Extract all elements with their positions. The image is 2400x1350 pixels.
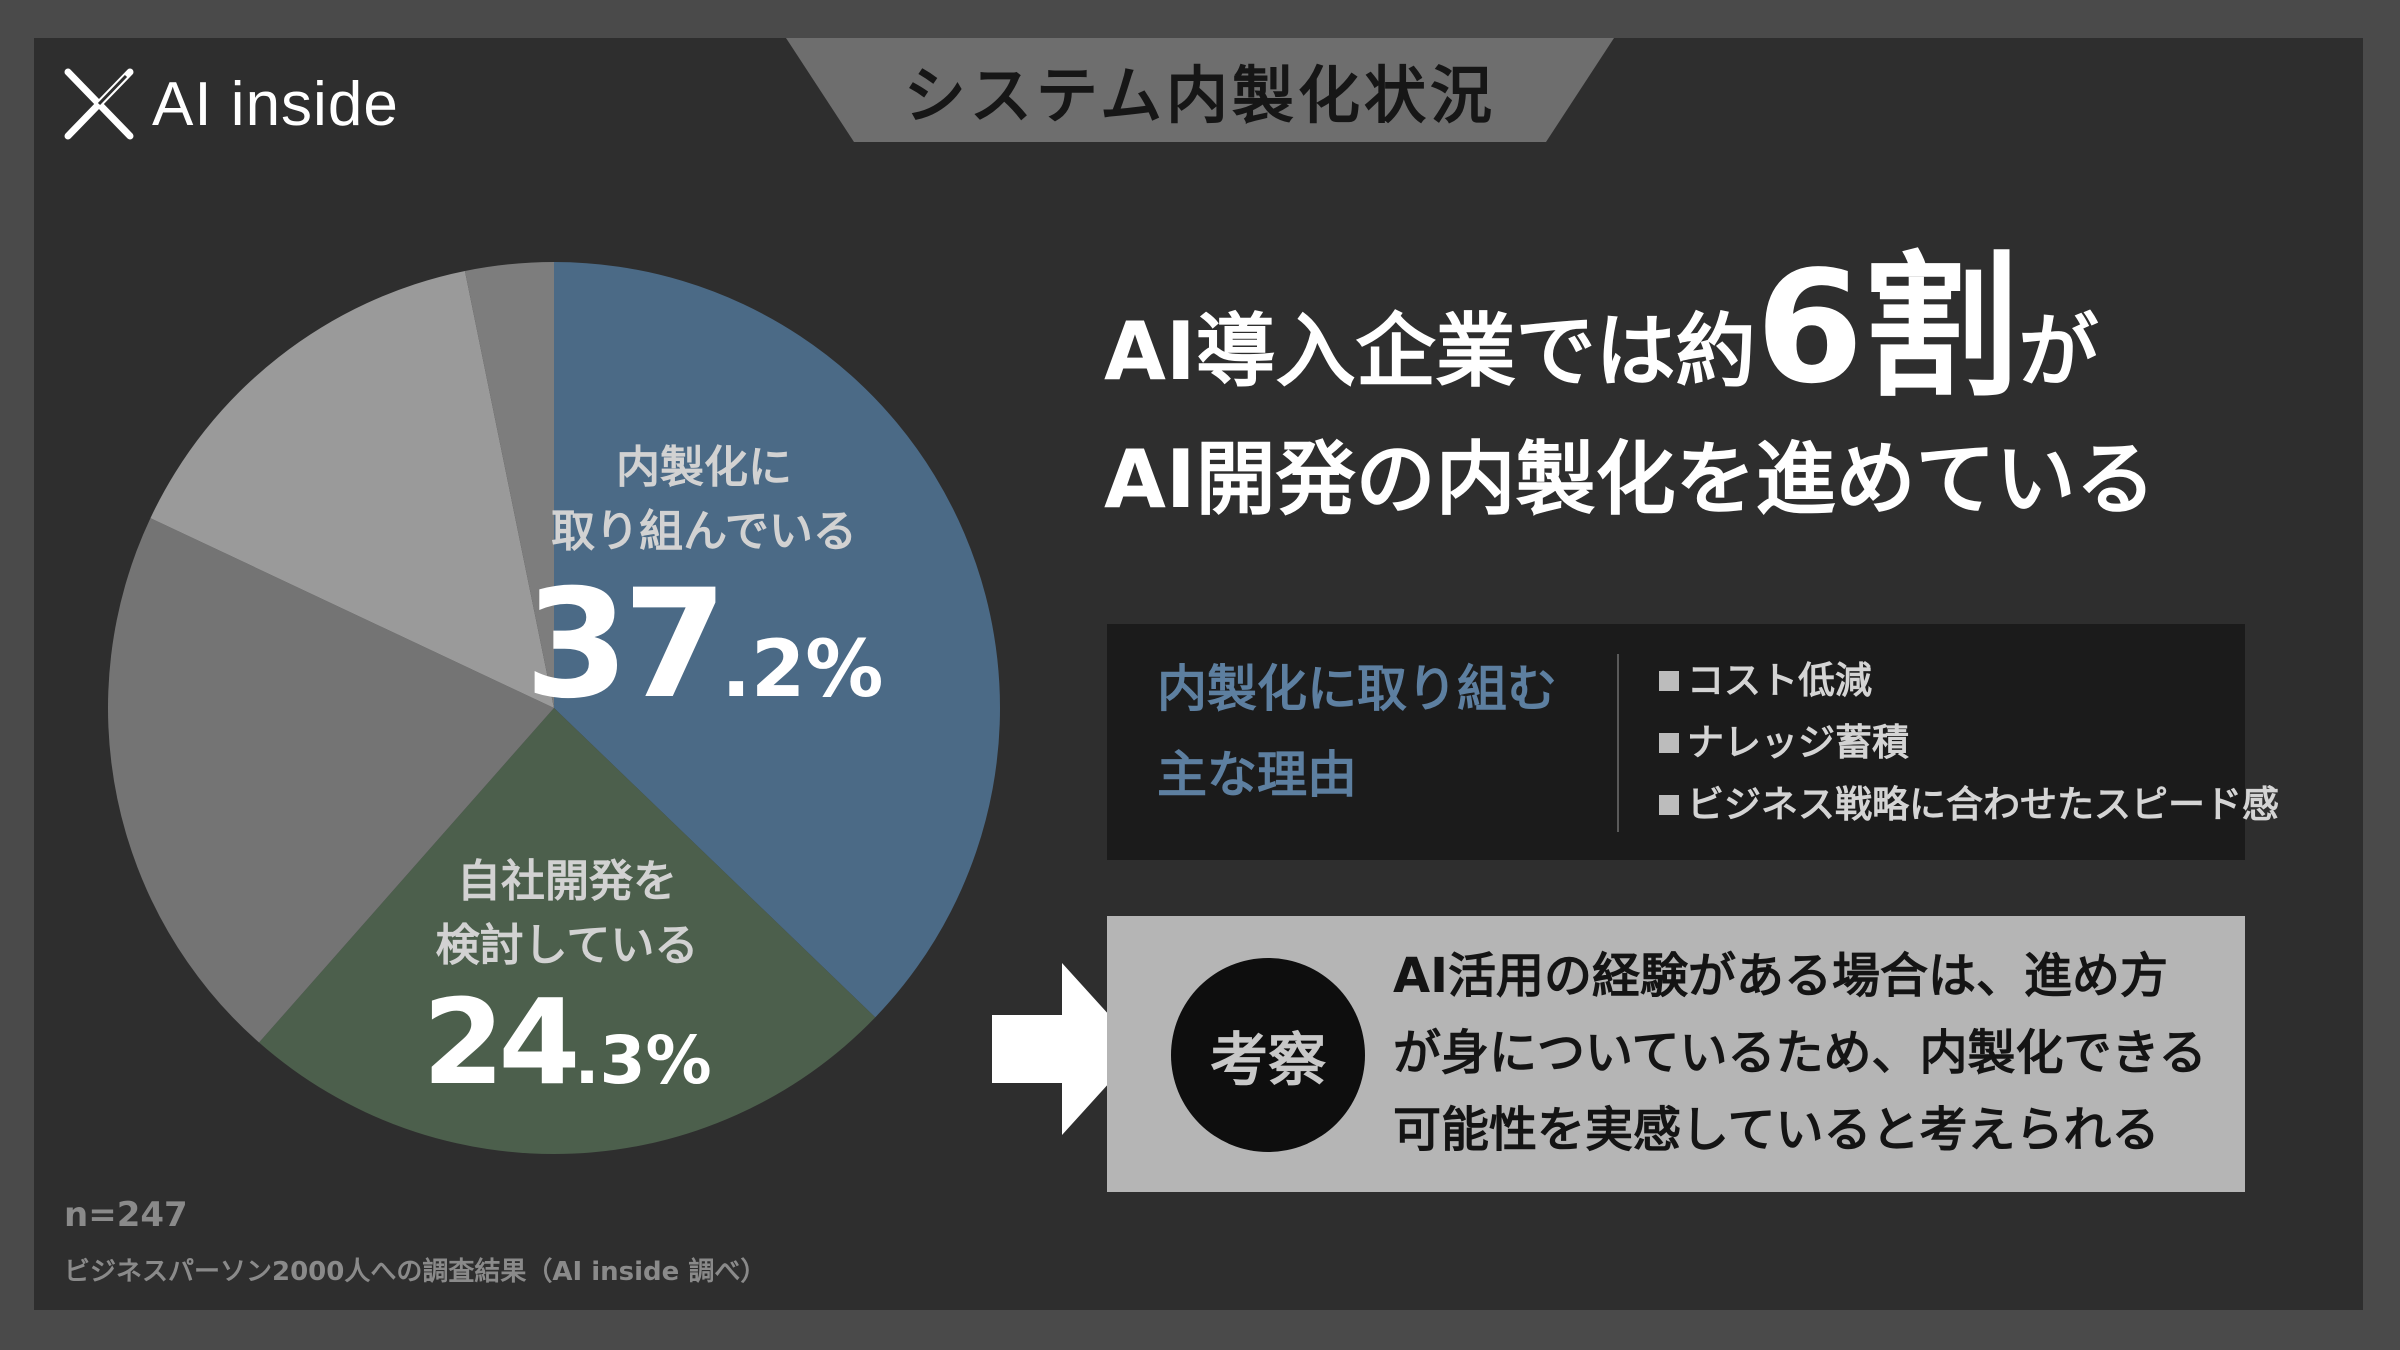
- insight-box: 考察 AI活用の経験がある場合は、進め方 が身についているため、内製化できる 可…: [1107, 916, 2245, 1192]
- slice-label-considering-line2: 検討している: [435, 920, 699, 971]
- x-mark-icon: [64, 68, 134, 140]
- reasons-box: 内製化に取り組む 主な理由 コスト低減 ナレッジ蓄積 ビジネス戦略に合わせたスピ…: [1107, 624, 2279, 860]
- slice-value-inhouse-small: .2%: [721, 625, 884, 715]
- pie-slice-5: [464, 262, 554, 708]
- insight-line: 可能性を実感していると考えられる: [1393, 1102, 2160, 1158]
- reasons-list: コスト低減 ナレッジ蓄積 ビジネス戦略に合わせたスピード感: [1659, 650, 2279, 836]
- slice-value-inhouse: 37.2%: [484, 558, 924, 732]
- headline-line2: AI開発の内製化を進めている: [1104, 433, 2156, 526]
- right-arrow-icon: [992, 963, 1140, 1135]
- slice-label-considering: 自社開発を 検討している: [347, 850, 787, 978]
- title-tab-shape: [786, 38, 1614, 142]
- reason-item: ナレッジ蓄積: [1659, 712, 2279, 774]
- brand-logo: AI inside: [64, 63, 399, 145]
- reasons-title: 内製化に取り組む 主な理由: [1157, 646, 1557, 818]
- slice-label-inhouse-line2: 取り組んでいる: [551, 506, 857, 557]
- divider: [1617, 654, 1619, 832]
- slide: AI inside システム内製化状況 内製化に 取り組んでいる 37.2% 自…: [34, 38, 2363, 1310]
- square-bullet-icon: [1659, 733, 1679, 753]
- title-tab: システム内製化状況: [786, 38, 1614, 150]
- reasons-title-line2: 主な理由: [1157, 746, 1357, 804]
- insight-line: AI活用の経験がある場合は、進め方: [1393, 948, 2169, 1004]
- reasons-title-line1: 内製化に取り組む: [1157, 660, 1557, 718]
- pie-slice-4: [150, 270, 554, 708]
- sample-size: n=247: [64, 1195, 188, 1235]
- reason-item: コスト低減: [1659, 650, 2279, 712]
- pie-chart: [107, 262, 1001, 1154]
- slice-value-inhouse-main: 37: [524, 558, 728, 732]
- headline-prefix: AI導入企業では約: [1104, 305, 1756, 398]
- reason-item-text: ビジネス戦略に合わせたスピード感: [1687, 783, 2279, 826]
- reason-item-text: コスト低減: [1687, 659, 1872, 702]
- headline-big-number: 6割: [1755, 237, 2019, 418]
- square-bullet-icon: [1659, 671, 1679, 691]
- square-bullet-icon: [1659, 795, 1679, 815]
- slice-label-inhouse-line1: 内製化に: [616, 442, 792, 493]
- slice-value-considering: 24.3%: [347, 973, 787, 1111]
- pie-slice-3: [107, 518, 555, 1043]
- slice-label-inhouse: 内製化に 取り組んでいる: [484, 436, 924, 564]
- source-note: ビジネスパーソン2000人への調査結果（AI inside 調べ）: [64, 1257, 767, 1287]
- headline-line1: AI導入企業では約 6割が: [1104, 237, 2156, 418]
- headline: AI導入企業では約 6割が AI開発の内製化を進めている: [1104, 237, 2156, 531]
- slice-value-considering-small: .3%: [574, 1022, 712, 1099]
- insight-badge: 考察: [1171, 958, 1365, 1152]
- slice-label-considering-line1: 自社開発を: [457, 856, 677, 907]
- page-title: システム内製化状況: [903, 59, 1497, 132]
- reason-item: ビジネス戦略に合わせたスピード感: [1659, 774, 2279, 836]
- slice-value-considering-main: 24: [422, 973, 580, 1111]
- headline-suffix: が: [2018, 305, 2099, 398]
- pie-slice-2: [259, 708, 876, 1154]
- insight-text: AI活用の経験がある場合は、進め方 が身についているため、内製化できる 可能性を…: [1393, 938, 2207, 1169]
- pie-slice-1: [554, 262, 1001, 1018]
- insight-line: が身についているため、内製化できる: [1393, 1025, 2207, 1081]
- reason-item-text: ナレッジ蓄積: [1687, 721, 1909, 764]
- logo-text: AI inside: [152, 69, 399, 139]
